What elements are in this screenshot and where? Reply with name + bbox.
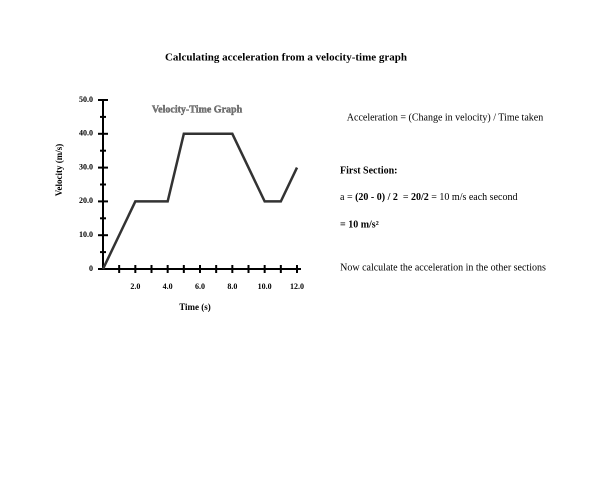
x-axis-label: Time (s) (179, 302, 211, 312)
result: = 10 m/s² (340, 219, 379, 230)
y-tick-label: 0 (89, 264, 93, 273)
y-tick-label: 10.0 (79, 230, 93, 239)
y-tick-label: 30.0 (79, 162, 93, 171)
plot: 0 10.0 20.0 30.0 40.0 50.0 2.0 4.0 6.0 8.0 10.0 12.… (79, 95, 304, 291)
formula-part: a = (340, 192, 355, 203)
page-title: Calculating acceleration from a velocity… (165, 52, 407, 64)
y-axis-label: Velocity (m/s) (54, 144, 64, 196)
x-tick-label: 8.0 (227, 282, 237, 291)
y-tick-label: 50.0 (79, 95, 93, 104)
velocity-line (101, 132, 299, 270)
formula-part: (20 - 0) / 2 (355, 192, 398, 203)
x-tick-label: 12.0 (290, 282, 304, 291)
definition: Acceleration = (Change in velocity) / Ti… (347, 112, 543, 123)
formula: a = (20 - 0) / 2 = 20/2 = 10 m/s each se… (340, 192, 517, 203)
y-tick-label: 20.0 (79, 196, 93, 205)
x-tick-label: 6.0 (195, 282, 205, 291)
x-tick-label: 2.0 (130, 282, 140, 291)
section-heading: First Section: (340, 165, 398, 176)
formula-part: = (398, 192, 411, 203)
x-tick-label: 4.0 (163, 282, 173, 291)
formula-part: = 10 m/s each second (429, 192, 518, 203)
instruction: Now calculate the acceleration in the ot… (340, 262, 546, 273)
chart-title: Velocity-Time Graph (152, 104, 243, 115)
y-tick-label: 40.0 (79, 129, 93, 138)
formula-part: 20/2 (411, 192, 429, 203)
x-tick-label: 10.0 (258, 282, 272, 291)
